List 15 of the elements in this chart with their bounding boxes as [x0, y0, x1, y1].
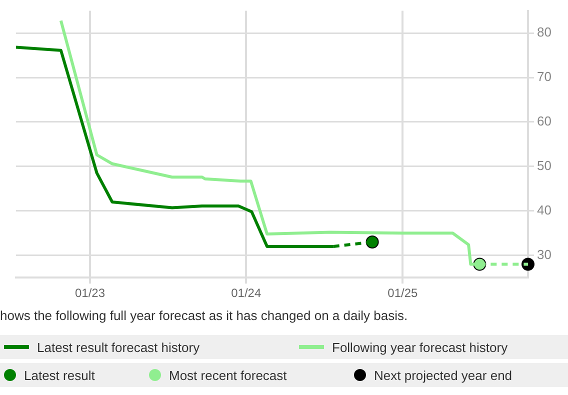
text: hows the following full year forecast as it has changed on a daily basis. [0, 308, 409, 323]
y-tick-label: 40 [537, 202, 552, 218]
y-tick-label: 70 [537, 69, 552, 84]
y-tick-label: 50 [537, 158, 552, 174]
legend-label: Latest result [24, 368, 95, 382]
legend-label: Most recent forecast [169, 368, 287, 382]
x-tick-label: 01/25 [388, 286, 418, 300]
legend-label: Latest result forecast history [37, 340, 200, 354]
x-tick-label: 01/24 [231, 286, 262, 300]
legend-label: Next projected year end [374, 368, 512, 382]
y-tick-label: 80 [537, 24, 552, 40]
legend-label: Following year forecast history [332, 340, 508, 354]
y-tick-label: 60 [537, 114, 552, 129]
y-tick-label: 30 [537, 246, 552, 262]
x-tick-label: 01/23 [74, 286, 106, 300]
